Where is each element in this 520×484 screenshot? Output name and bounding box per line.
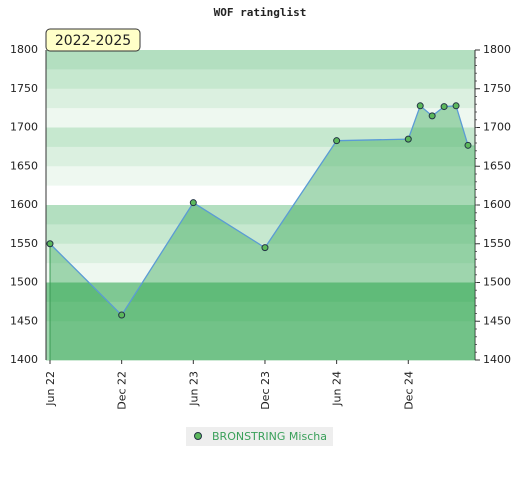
legend-marker (194, 432, 202, 440)
y-tick-label: 1400 (10, 353, 38, 366)
y-tick-label: 1600 (10, 198, 38, 211)
band (46, 146, 475, 167)
band (46, 108, 475, 128)
band (46, 205, 475, 225)
legend-label: BRONSTRING Mischa (212, 430, 327, 443)
y-tick-label: 1650 (10, 159, 38, 172)
y2-tick-label: 1600 (483, 198, 511, 211)
point (452, 102, 460, 110)
area (50, 105, 475, 360)
band (46, 263, 475, 283)
band (46, 127, 475, 148)
y-tick-label: 1500 (10, 276, 38, 289)
y2-tick-label: 1400 (483, 353, 511, 366)
y-tick-label: 1800 (10, 43, 38, 56)
band (46, 340, 475, 361)
point (440, 103, 448, 111)
y2-tick-label: 1650 (483, 159, 511, 172)
point (428, 112, 436, 120)
point (118, 311, 126, 319)
y2-tick-label: 1750 (483, 82, 511, 95)
band (46, 88, 475, 109)
point (464, 141, 472, 149)
x-tick-label: Jun 22 (44, 371, 57, 407)
y2-tick-label: 1500 (483, 276, 511, 289)
band (46, 185, 475, 206)
legend (186, 427, 333, 446)
band (46, 50, 475, 70)
band (46, 301, 475, 322)
x-tick-label: Jun 24 (331, 371, 344, 407)
x-tick-label: Dec 22 (116, 371, 129, 410)
point (333, 137, 341, 145)
plot: 1400 1400 1450 1450 1500 1500 1550 1550 1600 1600… (10, 43, 511, 410)
x-tick-label: Dec 23 (259, 371, 272, 410)
band (46, 69, 475, 90)
band (46, 224, 475, 245)
chart-title: WOF ratinglist (214, 6, 307, 19)
band (46, 282, 475, 303)
y-tick-label: 1550 (10, 237, 38, 250)
point (46, 240, 54, 248)
band (46, 243, 475, 264)
band (46, 321, 475, 342)
x-tick-label: Dec 24 (402, 371, 415, 410)
point (261, 244, 269, 252)
point (416, 102, 424, 110)
period-label: 2022-2025 (55, 33, 131, 49)
y-tick-label: 1750 (10, 82, 38, 95)
band (46, 166, 475, 187)
y2-tick-label: 1550 (483, 237, 511, 250)
point (189, 199, 197, 207)
point (404, 135, 412, 143)
y2-tick-label: 1800 (483, 43, 511, 56)
y-tick-label: 1700 (10, 121, 38, 134)
x-tick-label: Jun 23 (187, 371, 200, 407)
y-tick-label: 1450 (10, 314, 38, 327)
period-box (45, 28, 141, 52)
y2-tick-label: 1450 (483, 314, 511, 327)
y2-tick-label: 1700 (483, 121, 511, 134)
